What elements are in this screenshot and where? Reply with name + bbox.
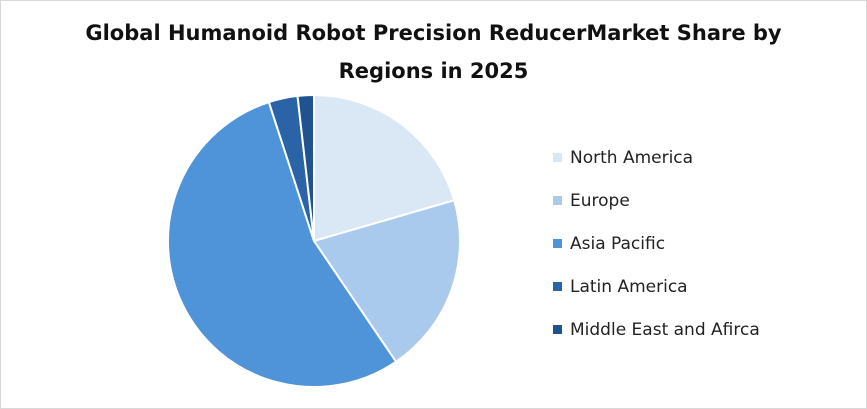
legend-swatch: [553, 282, 562, 291]
pie-slice-north-america: [313, 94, 456, 242]
pie-slice-asia-pacific: [167, 101, 398, 388]
legend-swatch: [553, 153, 562, 162]
legend-label: Latin America: [570, 276, 688, 297]
legend-swatch: [553, 196, 562, 205]
legend-item-asia-pacific: Asia Pacific: [553, 222, 760, 265]
pie-slice-europe: [313, 199, 461, 363]
chart-title: Global Humanoid Robot Precision ReducerM…: [0, 14, 867, 90]
legend-label: Asia Pacific: [570, 233, 666, 254]
legend-item-middle-east-and-afirca: Middle East and Afirca: [553, 308, 760, 351]
chart-legend: North America Europe Asia Pacific Latin Ame…: [553, 136, 760, 351]
legend-item-north-america: North America: [553, 136, 760, 179]
legend-item-europe: Europe: [553, 179, 760, 222]
chart-title-line-1: Global Humanoid Robot Precision ReducerM…: [85, 21, 782, 45]
legend-item-latin-america: Latin America: [553, 265, 760, 308]
chart-title-line-2: Regions in 2025: [338, 59, 529, 83]
legend-label: North America: [570, 147, 694, 168]
legend-swatch: [553, 325, 562, 334]
legend-label: Europe: [570, 190, 630, 211]
legend-label: Middle East and Afirca: [570, 319, 760, 340]
pie-slice-middle-east-and-afirca: [296, 93, 315, 242]
legend-swatch: [553, 239, 562, 248]
